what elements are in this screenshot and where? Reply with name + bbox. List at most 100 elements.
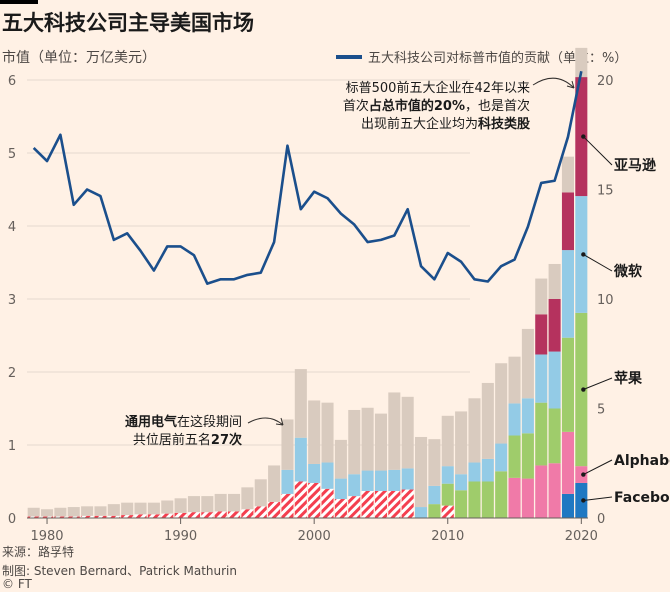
x-tick-label: 2010 [431,529,464,544]
bar-alphabet-2015 [508,477,521,518]
bar-apple-2010 [441,483,454,506]
bar-other-1996 [254,479,267,507]
ge-annotation: 通用电气在这段期间 共位居前五名27次 [125,414,242,448]
chart-title: 五大科技公司主导美国市场 [2,11,254,35]
bar-other-2015 [508,356,521,404]
record-annotation-line1: 标普500前五大企业在42年以来 [346,80,530,96]
bar-amazon-2018 [548,299,561,352]
copyright-note: © FT [2,577,32,591]
bar-microsoft-2001 [321,462,334,489]
bar-other-2019 [561,156,574,193]
bar-other-1979 [27,507,40,517]
bar-ge-2001 [321,488,334,518]
bar-microsoft-2005 [374,470,387,491]
source-note: 来源：路孚特 [2,545,75,559]
bar-microsoft-2002 [334,478,347,500]
ge-annotation-line2: 共位居前五名27次 [133,432,242,448]
bar-other-2000 [308,400,321,464]
bar-other-1993 [214,493,227,512]
bar-apple-2011 [455,490,468,518]
bar-microsoft-2006 [388,469,401,491]
left-axis-title: 市值（单位：万亿美元） [2,50,156,66]
bar-other-1986 [121,502,134,516]
bar-microsoft-2000 [308,463,321,483]
bar-other-1983 [81,506,94,516]
bar-ge-1990 [174,512,187,518]
bar-microsoft-2016 [521,398,534,434]
facebook-label: Facebook [614,490,670,506]
bar-ge-1994 [228,511,241,518]
ge-annotation-arrow [247,417,284,426]
bar-apple-2017 [535,402,548,466]
bar-amazon-2019 [561,192,574,251]
bar-microsoft-2011 [455,474,468,491]
bar-ge-2010 [441,505,454,518]
alphabet-label: Alphabet [614,453,670,469]
x-tick-label: 2000 [298,529,331,544]
bar-ge-1996 [254,506,267,518]
bar-ge-1986 [121,515,134,518]
microsoft-label: 微软 [613,263,643,280]
bar-microsoft-1998 [281,469,294,494]
record-arrow-head [566,80,575,89]
bar-other-1991 [187,496,200,513]
bar-apple-2019 [561,337,574,432]
bar-ge-1983 [81,515,94,518]
bar-microsoft-2009 [428,485,441,505]
legend-line-swatch [336,54,362,59]
bar-ge-1979 [27,516,40,518]
bar-ge-1987 [134,514,147,518]
bar-other-2017 [535,278,548,315]
bar-microsoft-2004 [361,470,374,491]
bar-ge-1997 [268,501,281,518]
right-tick-label: 15 [597,184,614,199]
bar-other-1982 [67,507,80,517]
bar-other-2014 [495,363,508,444]
bar-other-2009 [428,439,441,486]
bar-microsoft-2012 [468,462,481,482]
bar-other-1995 [241,487,254,510]
bar-alphabet-2017 [535,465,548,518]
bar-other-1987 [134,502,147,515]
bar-other-1998 [281,419,294,470]
bar-other-2011 [455,411,468,475]
bar-ge-1981 [54,516,67,518]
bar-apple-2014 [495,471,508,518]
right-tick-label: 10 [597,293,614,308]
bar-alphabet-2018 [548,463,561,518]
bar-microsoft-2010 [441,466,454,484]
bar-microsoft-2014 [495,443,508,472]
bar-ge-1984 [94,515,107,518]
right-tick-label: 5 [597,403,605,418]
bar-other-2016 [521,328,534,399]
bar-other-1992 [201,496,214,513]
bar-apple-2012 [468,481,481,518]
bar-apple-2018 [548,408,561,464]
bar-ge-2007 [401,489,414,518]
bar-ge-2006 [388,490,401,518]
record-annotation-arrow [532,77,575,89]
bar-other-2003 [348,409,361,475]
bar-ge-1999 [294,481,307,518]
bar-ge-1991 [187,512,200,518]
bar-ge-1993 [214,511,227,518]
bar-other-2008 [415,436,428,508]
bar-microsoft-2017 [535,354,548,403]
ge-annotation-line1: 通用电气在这段期间 [125,414,242,430]
bar-other-1999 [294,369,307,438]
bar-microsoft-2015 [508,403,521,436]
bar-other-2012 [468,398,481,463]
x-tick-label: 2020 [565,529,598,544]
bar-other-2010 [441,415,454,467]
bar-other-1990 [174,498,187,513]
bar-microsoft-2007 [401,468,414,490]
bar-microsoft-1999 [294,437,307,482]
bar-ge-1992 [201,512,214,518]
bar-facebook-2019 [561,493,574,518]
bar-other-2005 [374,413,387,471]
credit-note: 制图: Steven Bernard、Patrick Mathurin [2,564,237,578]
ge-arrow-head [275,417,284,426]
bar-ge-1989 [161,513,174,518]
bar-other-2020 [575,47,588,78]
bar-ge-1995 [241,509,254,518]
